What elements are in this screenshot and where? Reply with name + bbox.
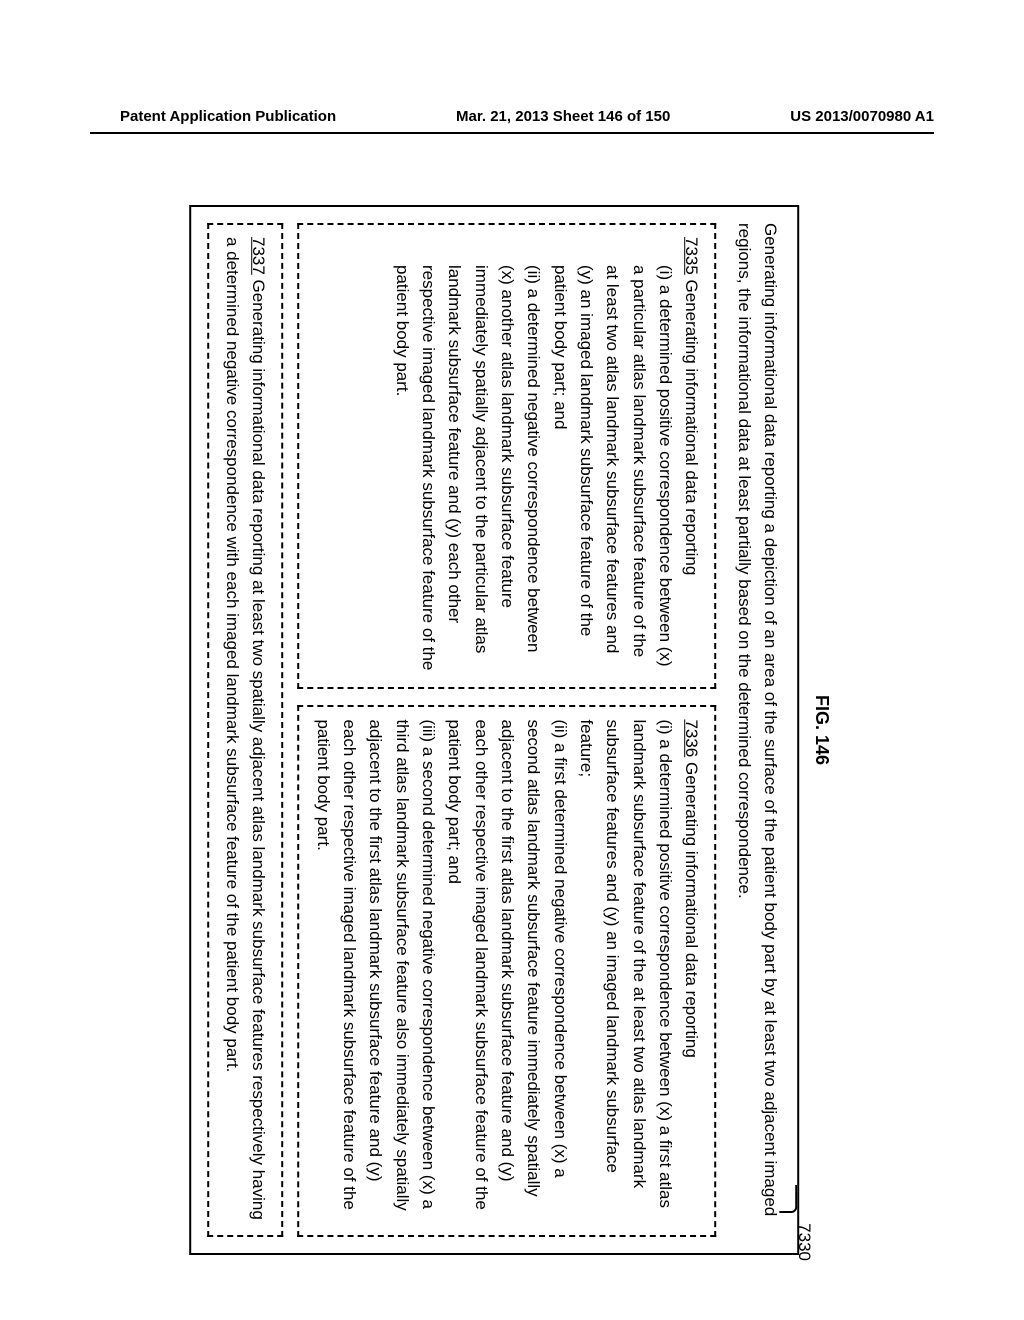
box-7337-ref: 7337 [249,237,268,275]
box-7336-lead: Generating informational data reporting [683,757,702,1058]
header-rule [90,132,934,134]
page: Patent Application Publication Mar. 21, … [0,0,1024,1320]
header-right: US 2013/0070980 A1 [790,108,934,125]
header-left: Patent Application Publication [120,108,336,125]
page-header: Patent Application Publication Mar. 21, … [0,108,1024,125]
rotated-figure-wrap: FIG. 146 7330 Generating informational d… [189,205,835,1255]
outer-box-text: Generating informational data reporting … [731,223,784,1237]
box-7335-item-ii: (ii) a determined negative correspondenc… [389,237,547,675]
box-7336: 7336 Generating informational data repor… [297,705,716,1237]
two-column-row: 7335 Generating informational data repor… [297,223,716,1237]
box-7337: 7337 Generating informational data repor… [207,223,284,1237]
box-7336-item-iii: (iii) a second determined negative corre… [309,719,441,1223]
box-7336-item-i: (i) a determined positive correspondence… [573,719,678,1223]
ref-leader-line [779,1185,797,1213]
box-7335-ref: 7335 [683,237,702,275]
ref-number: 7330 [791,1223,817,1261]
box-7336-ref: 7336 [683,719,702,757]
figure-sheet: FIG. 146 7330 Generating informational d… [189,205,835,1255]
box-7336-head: 7336 Generating informational data repor… [678,719,704,1223]
box-7335: 7335 Generating informational data repor… [297,223,716,689]
outer-box-7330: Generating informational data reporting … [189,205,800,1255]
box-7335-item-i: (i) a determined positive correspondence… [547,237,679,675]
box-7335-lead: Generating informational data reporting [683,275,702,576]
figure-label: FIG. 146 [807,205,835,1255]
header-center: Mar. 21, 2013 Sheet 146 of 150 [456,108,670,125]
box-7336-item-ii: (ii) a first determined negative corresp… [441,719,573,1223]
box-7335-head: 7335 Generating informational data repor… [678,237,704,675]
box-7337-text: Generating informational data reporting … [223,237,268,1220]
